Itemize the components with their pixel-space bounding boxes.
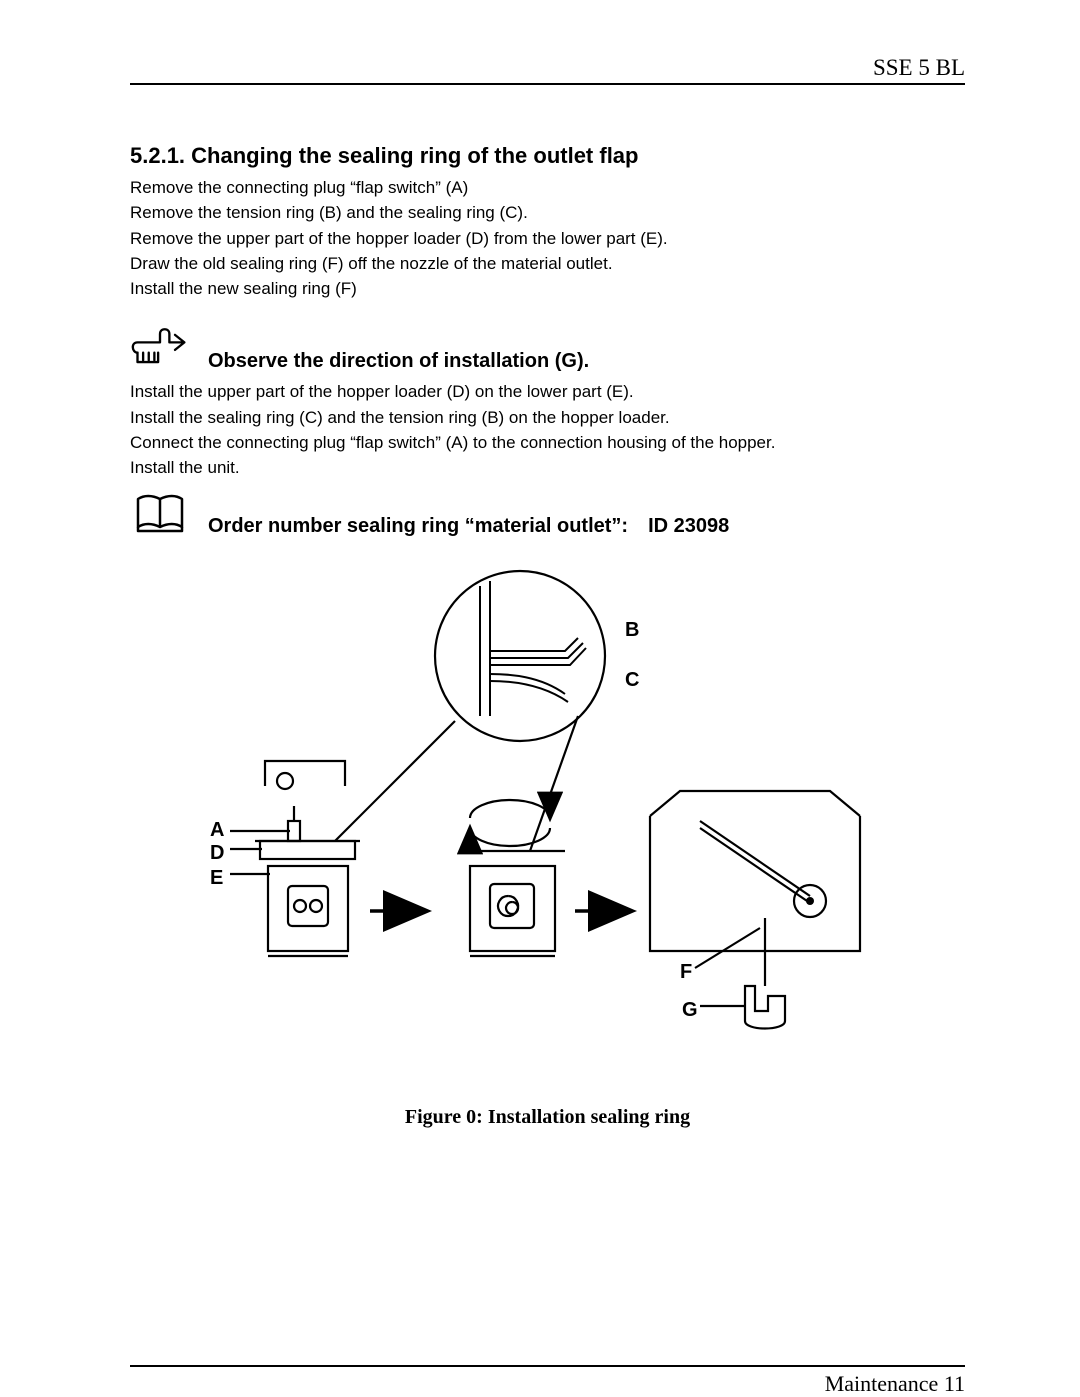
book-icon <box>130 488 190 538</box>
step-2: Remove the tension ring (B) and the seal… <box>130 202 965 223</box>
label-F: F <box>680 961 692 983</box>
page-header: SSE 5 BL <box>130 55 965 85</box>
step2-4: Install the unit. <box>130 457 965 478</box>
callout-order: Order number sealing ring “material outl… <box>130 488 965 538</box>
doc-id: SSE 5 BL <box>873 55 965 80</box>
callout-order-text: Order number sealing ring “material outl… <box>208 515 729 538</box>
pointing-hand-icon <box>130 323 190 373</box>
step-5: Install the new sealing ring (F) <box>130 278 965 299</box>
label-D: D <box>210 842 224 864</box>
diagram: B C A D E F G <box>170 566 870 1046</box>
section-title: 5.2.1. Changing the sealing ring of the … <box>130 143 965 169</box>
callout-observe: Observe the direction of installation (G… <box>130 323 965 373</box>
step2-3: Connect the connecting plug “flap switch… <box>130 432 965 453</box>
callout-observe-text: Observe the direction of installation (G… <box>208 350 589 373</box>
footer-text: Maintenance 11 <box>825 1371 965 1396</box>
step-3: Remove the upper part of the hopper load… <box>130 228 965 249</box>
step2-2: Install the sealing ring (C) and the ten… <box>130 407 965 428</box>
label-B: B <box>625 619 639 641</box>
page-footer: Maintenance 11 <box>130 1365 965 1397</box>
label-A: A <box>210 819 224 841</box>
label-G: G <box>682 999 698 1021</box>
step-1: Remove the connecting plug “flap switch”… <box>130 177 965 198</box>
figure-caption: Figure 0: Installation sealing ring <box>130 1106 965 1129</box>
label-E: E <box>210 867 223 889</box>
step-4: Draw the old sealing ring (F) off the no… <box>130 253 965 274</box>
step2-1: Install the upper part of the hopper loa… <box>130 381 965 402</box>
label-C: C <box>625 669 639 691</box>
